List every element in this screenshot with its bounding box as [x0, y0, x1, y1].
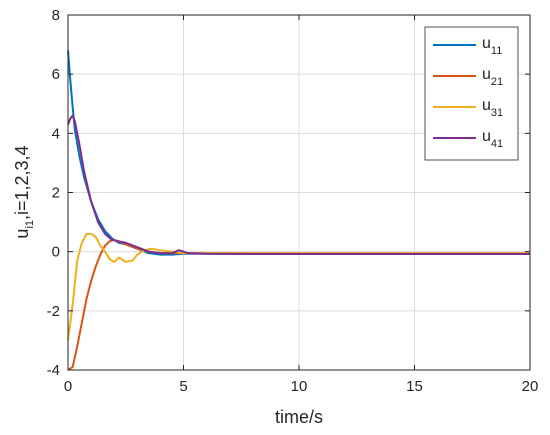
- y-axis-label-main: u: [12, 229, 32, 239]
- x-tick-label: 10: [291, 378, 308, 395]
- series-line-u41: [67, 114, 530, 256]
- x-tick-label: 20: [522, 378, 539, 395]
- legend-label-main: u: [482, 66, 491, 83]
- y-tick-label: 4: [52, 125, 60, 142]
- legend-label-u41: u41: [482, 128, 503, 150]
- legend-label-sub: 41: [491, 138, 503, 150]
- y-tick-label: 0: [52, 244, 60, 261]
- y-axis-label: ui1,i=1,2,3,4: [12, 145, 36, 238]
- y-tick-label: 6: [52, 66, 60, 83]
- legend-label-u21: u21: [482, 66, 503, 88]
- x-tick-label: 5: [179, 378, 187, 395]
- y-tick-label: -4: [47, 362, 60, 379]
- y-axis-label-tail: ,i=1,2,3,4: [12, 145, 32, 220]
- legend-label-main: u: [482, 35, 491, 52]
- legend-label-sub: 11: [491, 45, 502, 57]
- y-axis-label-sub: i1: [24, 220, 36, 229]
- x-tick-label: 15: [406, 378, 423, 395]
- tick-group: [67, 14, 531, 371]
- legend-label-u31: u31: [482, 97, 503, 119]
- legend-label-sub: 31: [491, 107, 503, 119]
- legend-box: [424, 26, 519, 161]
- legend-label-u11: u11: [482, 35, 502, 57]
- legend-label-main: u: [482, 128, 491, 145]
- series-group: [67, 50, 530, 371]
- legend-label-sub: 21: [491, 76, 503, 88]
- x-tick-label: 0: [64, 378, 72, 395]
- legend-label-main: u: [482, 97, 491, 114]
- y-tick-label: 2: [52, 185, 60, 202]
- y-tick-label: -2: [47, 303, 60, 320]
- tick-labels: 0 5 10 15 20 -4 -2 0 2 4 6 8: [47, 7, 539, 395]
- y-tick-label: 8: [52, 7, 60, 24]
- x-axis-label: time/s: [275, 407, 323, 427]
